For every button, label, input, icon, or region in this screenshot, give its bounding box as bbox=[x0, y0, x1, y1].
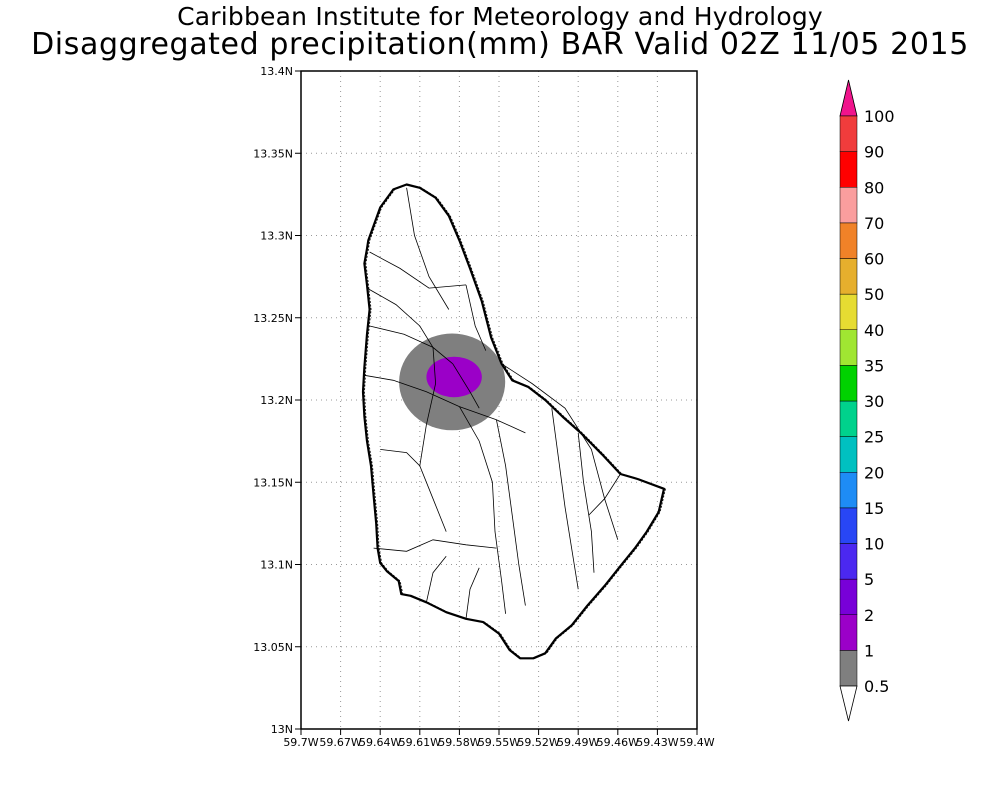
watershed-boundary bbox=[551, 408, 579, 590]
watershed-boundary bbox=[452, 363, 480, 409]
lat-tick-label: 13.4N bbox=[260, 65, 293, 78]
lat-tick-label: 13.2N bbox=[260, 394, 293, 407]
colorbar-segment bbox=[839, 472, 858, 509]
lat-tick-label: 13.05N bbox=[253, 641, 293, 654]
watershed-boundary bbox=[369, 325, 454, 365]
title-line-2: Disaggregated precipitation(mm) BAR Vali… bbox=[31, 27, 969, 62]
colorbar-segment bbox=[839, 293, 858, 330]
colorbar-label: 10 bbox=[864, 535, 884, 554]
rainfall-area-1mm bbox=[426, 356, 482, 398]
colorbar-label: 100 bbox=[864, 107, 895, 126]
colorbar-segment bbox=[839, 578, 858, 615]
lon-tick-label: 59.61W bbox=[399, 736, 441, 749]
colorbar-label: 0.5 bbox=[864, 677, 889, 696]
colorbar-max-arrow bbox=[839, 79, 858, 117]
colorbar-segment bbox=[839, 115, 858, 152]
colorbar-label: 25 bbox=[864, 428, 884, 447]
lon-tick-label: 59.67W bbox=[319, 736, 361, 749]
coastline bbox=[361, 183, 666, 660]
title-line-1: Caribbean Institute for Meteorology and … bbox=[177, 2, 823, 31]
lon-tick-label: 59.52W bbox=[517, 736, 559, 749]
lat-tick-label: 13.1N bbox=[260, 559, 293, 572]
longitude-tick-labels: 59.7W 59.67W59.64W59.61W59.58W59.55W59.52… bbox=[283, 729, 715, 749]
colorbar-label: 90 bbox=[864, 143, 884, 162]
grid-lines bbox=[301, 71, 697, 729]
lon-tick-label: 59.58W bbox=[438, 736, 480, 749]
watershed-boundary bbox=[465, 567, 480, 619]
colorbar-segment bbox=[839, 222, 858, 259]
lon-tick-label: 59.46W bbox=[597, 736, 639, 749]
latitude-tick-labels: 13N 13.05N 13.1N 13.15N 13.2N 13.25N 13.3N 13.3… bbox=[253, 65, 301, 736]
watershed-boundary bbox=[465, 284, 487, 351]
colorbar-segment bbox=[839, 187, 858, 224]
colorbar-label: 40 bbox=[864, 321, 884, 340]
lon-tick-label: 59.55W bbox=[478, 736, 520, 749]
colorbar-segment bbox=[839, 436, 858, 473]
colorbar-label: 35 bbox=[864, 356, 884, 375]
colorbar-label: 80 bbox=[864, 178, 884, 197]
colorbar-segment bbox=[839, 151, 858, 188]
watershed-boundary bbox=[459, 406, 506, 614]
watershed-boundary bbox=[426, 556, 447, 603]
watershed-boundary bbox=[501, 363, 619, 540]
watershed-boundary bbox=[577, 432, 595, 573]
colorbar-label: 60 bbox=[864, 250, 884, 269]
colorbar-label: 1 bbox=[864, 641, 874, 660]
watershed-boundary bbox=[380, 449, 447, 532]
colorbar-label: 30 bbox=[864, 392, 884, 411]
colorbar-segment bbox=[839, 329, 858, 366]
lat-tick-label: 13N bbox=[271, 723, 293, 736]
colorbar-label: 2 bbox=[864, 606, 874, 625]
lon-tick-label: 59.64W bbox=[359, 736, 401, 749]
colorbar-label: 20 bbox=[864, 463, 884, 482]
watershed-boundary bbox=[419, 347, 437, 466]
watershed-boundary bbox=[369, 251, 467, 289]
colorbar-segment bbox=[839, 650, 858, 687]
watershed-boundary bbox=[496, 419, 526, 606]
lat-tick-label: 13.35N bbox=[253, 147, 293, 160]
colorbar-segment bbox=[839, 614, 858, 651]
colorbar-segment bbox=[839, 543, 858, 580]
watershed-boundary bbox=[364, 374, 526, 434]
lon-tick-label: 59.7W bbox=[283, 736, 318, 749]
lon-tick-label: 59.4W bbox=[679, 736, 714, 749]
watershed-boundary bbox=[373, 539, 497, 552]
lon-tick-label: 59.43W bbox=[636, 736, 678, 749]
colorbar-segment bbox=[839, 400, 858, 437]
colorbar-segment bbox=[839, 507, 858, 544]
island-layer bbox=[361, 183, 666, 660]
lon-tick-label: 59.49W bbox=[557, 736, 599, 749]
colorbar-segment bbox=[839, 258, 858, 295]
lat-tick-label: 13.15N bbox=[253, 476, 293, 489]
watershed-boundary bbox=[366, 287, 434, 348]
precipitation-layer bbox=[399, 333, 506, 431]
colorbar-min-arrow bbox=[839, 685, 858, 722]
lat-tick-label: 13.25N bbox=[253, 312, 293, 325]
colorbar-label: 70 bbox=[864, 214, 884, 233]
colorbar-label: 50 bbox=[864, 285, 884, 304]
colorbar-segment bbox=[839, 365, 858, 402]
colorbar-label: 5 bbox=[864, 570, 874, 589]
lat-tick-label: 13.3N bbox=[260, 230, 293, 243]
watershed-boundary bbox=[588, 473, 621, 516]
colorbar-label: 15 bbox=[864, 499, 884, 518]
watershed-boundary bbox=[406, 187, 450, 310]
